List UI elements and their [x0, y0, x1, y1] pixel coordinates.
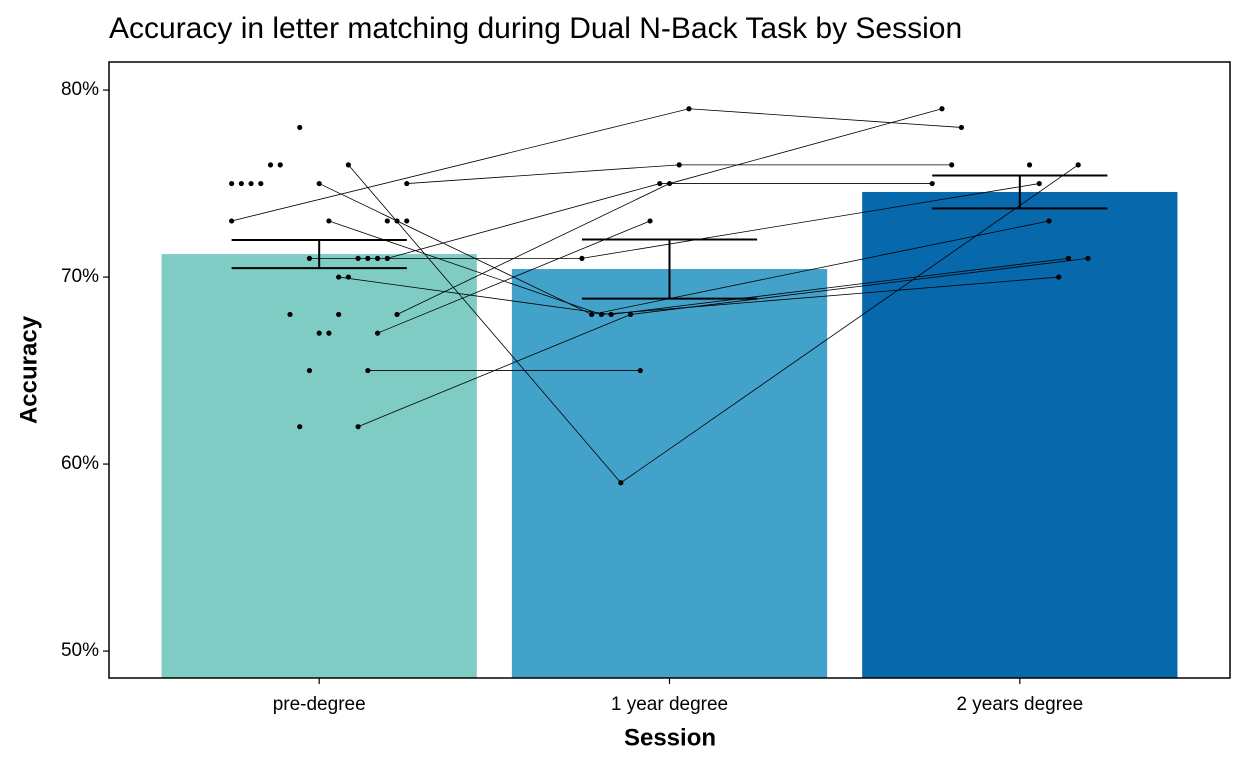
- x-tick-label: 2 years degree: [956, 694, 1083, 715]
- subject-point: [374, 330, 381, 336]
- subject-point: [355, 255, 361, 261]
- subject-point: [355, 424, 361, 430]
- subject-point: [394, 218, 400, 224]
- x-tick-label: pre-degree: [273, 694, 366, 715]
- bar: [862, 191, 1178, 678]
- subject-point: [1075, 162, 1081, 168]
- bar: [511, 269, 828, 678]
- subject-point: [608, 311, 614, 318]
- subject-point: [579, 255, 585, 261]
- subject-point: [326, 330, 332, 336]
- y-tick-label: 60%: [61, 453, 99, 474]
- subject-point: [404, 180, 410, 187]
- chart-title: Accuracy in letter matching during Dual …: [109, 12, 962, 45]
- y-tick-label: 50%: [61, 640, 99, 661]
- y-tick-label: 70%: [61, 266, 99, 287]
- subject-point: [589, 311, 595, 318]
- y-axis-title: Accuracy: [15, 315, 42, 424]
- subject-point: [1065, 255, 1072, 261]
- subject-point: [384, 255, 390, 261]
- subject-point: [1085, 255, 1091, 261]
- bar: [161, 254, 477, 679]
- x-tick-label: 1 year degree: [611, 694, 728, 715]
- x-axis-title: Session: [624, 724, 716, 751]
- subject-point: [1026, 162, 1033, 168]
- subject-point: [248, 180, 254, 187]
- subject-point: [297, 424, 303, 430]
- y-tick-label: 80%: [61, 79, 99, 100]
- subject-point: [229, 180, 235, 187]
- subject-point: [939, 106, 945, 112]
- subject-point: [394, 311, 400, 318]
- subject-point: [1056, 274, 1062, 280]
- subject-point: [306, 367, 313, 374]
- subject-point: [267, 162, 274, 168]
- subject-point: [1046, 218, 1052, 224]
- subject-point: [374, 255, 381, 261]
- subject-point: [666, 180, 673, 187]
- subject-point: [336, 274, 342, 280]
- subject-point: [686, 106, 692, 112]
- subject-point: [287, 311, 293, 318]
- subject-point: [404, 218, 410, 224]
- subject-point: [326, 218, 332, 224]
- subject-point: [1036, 180, 1042, 187]
- subject-point: [958, 124, 965, 131]
- subject-point: [345, 274, 351, 280]
- subject-point: [258, 180, 264, 187]
- subject-point: [657, 180, 663, 187]
- subject-point: [929, 180, 935, 187]
- subject-point: [384, 218, 390, 224]
- subject-point: [365, 255, 371, 261]
- subject-point: [676, 162, 682, 168]
- plot-frame: [108, 61, 1231, 679]
- subject-point: [229, 218, 235, 224]
- subject-point: [365, 367, 371, 374]
- subject-point: [277, 162, 283, 168]
- subject-point: [647, 218, 653, 224]
- subject-point: [345, 162, 351, 168]
- subject-point: [949, 162, 955, 168]
- subject-point: [306, 255, 313, 261]
- subject-point: [637, 367, 643, 374]
- subject-point: [598, 311, 604, 318]
- subject-line: [387, 183, 933, 259]
- subject-point: [316, 330, 322, 336]
- subject-point: [627, 311, 634, 318]
- subject-point: [618, 480, 624, 486]
- subject-point: [336, 311, 342, 318]
- subject-point: [316, 180, 322, 187]
- subject-point: [297, 124, 303, 131]
- subject-point: [238, 180, 244, 187]
